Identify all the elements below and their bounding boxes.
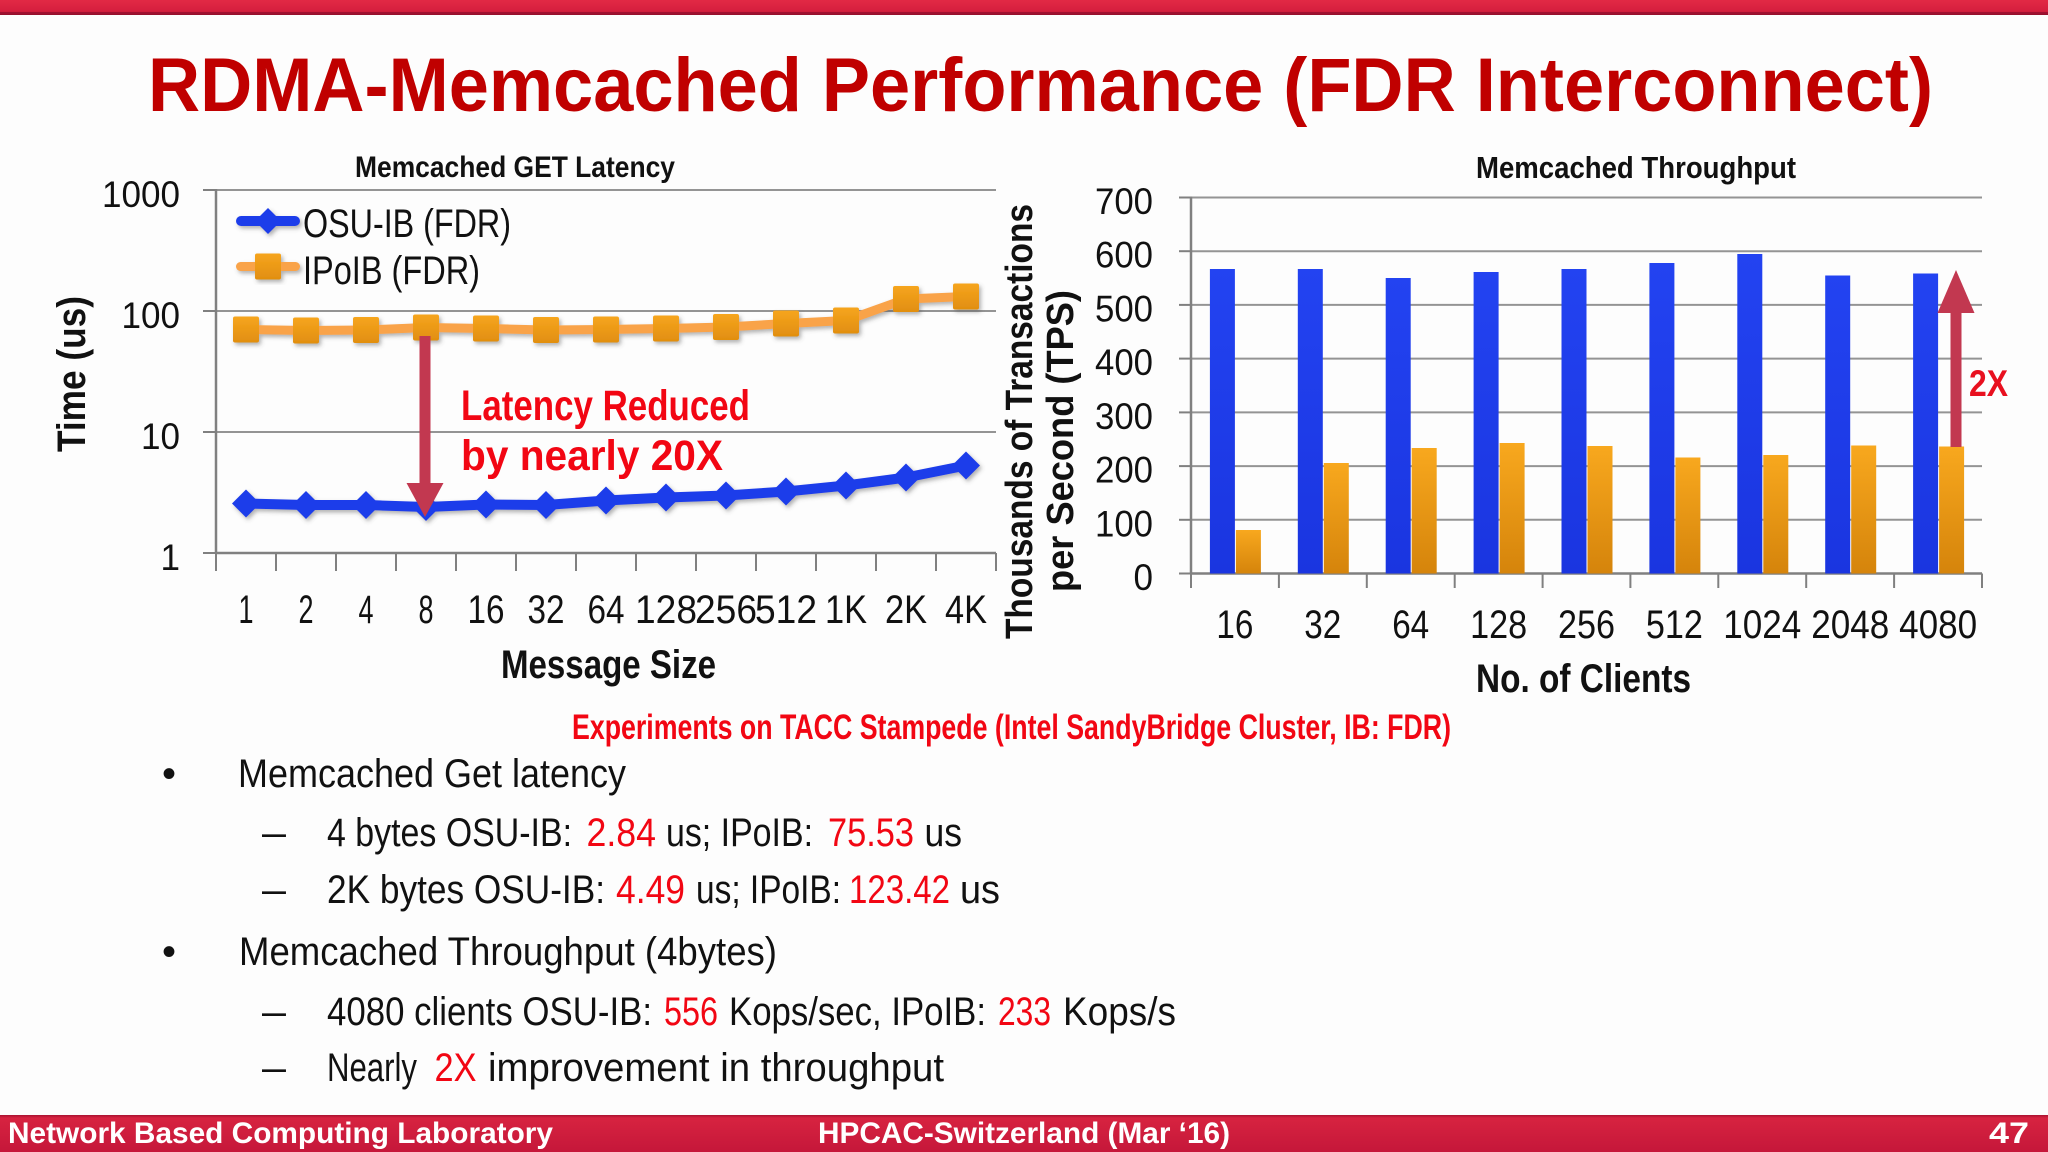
svg-text:512: 512 (755, 588, 817, 632)
svg-text:Experiments on TACC Stampede (: Experiments on TACC Stampede (Intel Sand… (572, 708, 1451, 747)
svg-text:Memcached Throughput (4bytes): Memcached Throughput (4bytes) (239, 930, 777, 974)
svg-text:us: us (960, 868, 1000, 912)
svg-text:400: 400 (1095, 342, 1153, 383)
svg-text:Kops/s: Kops/s (1063, 990, 1176, 1034)
svg-text:128: 128 (1470, 603, 1527, 647)
svg-text:Memcached GET Latency: Memcached GET Latency (355, 151, 675, 184)
svg-text:1: 1 (161, 537, 181, 578)
svg-text:Thousands of Transactions: Thousands of Transactions (999, 204, 1041, 639)
svg-text:2: 2 (299, 588, 314, 632)
svg-text:Time (us): Time (us) (50, 296, 94, 452)
svg-text:Nearly: Nearly (327, 1046, 417, 1090)
svg-text:No. of Clients: No. of Clients (1476, 657, 1691, 701)
svg-text:–: – (262, 868, 287, 912)
svg-text:4080: 4080 (1899, 603, 1977, 647)
svg-text:16: 16 (1216, 603, 1253, 647)
svg-text:–: – (262, 1046, 287, 1090)
svg-text:8: 8 (419, 588, 434, 632)
svg-text:us; IPoIB:: us; IPoIB: (666, 811, 813, 855)
svg-text:2048: 2048 (1811, 603, 1889, 647)
svg-text:by nearly 20X: by nearly 20X (461, 432, 723, 480)
svg-text:10: 10 (141, 416, 180, 457)
svg-text:Memcached Get latency: Memcached Get latency (238, 752, 626, 796)
svg-text:200: 200 (1095, 450, 1153, 491)
svg-text:–: – (262, 811, 287, 855)
svg-text:1K: 1K (825, 588, 867, 632)
svg-text:us; IPoIB:: us; IPoIB: (696, 868, 841, 912)
svg-text:100: 100 (122, 295, 181, 336)
svg-text:HPCAC-Switzerland (Mar ‘16): HPCAC-Switzerland (Mar ‘16) (818, 1117, 1230, 1150)
svg-text:Kops/sec, IPoIB:: Kops/sec, IPoIB: (729, 990, 986, 1034)
svg-text:128: 128 (635, 588, 697, 632)
svg-text:16: 16 (468, 588, 505, 632)
svg-text:123.42: 123.42 (849, 868, 950, 912)
svg-text:4 bytes OSU-IB:: 4 bytes OSU-IB: (327, 811, 572, 855)
svg-text:improvement in throughput: improvement in throughput (488, 1046, 944, 1090)
svg-text:700: 700 (1095, 181, 1153, 222)
svg-text:2K bytes OSU-IB:: 2K bytes OSU-IB: (327, 868, 605, 912)
svg-text:1000: 1000 (102, 174, 180, 215)
svg-text:64: 64 (588, 588, 625, 632)
svg-text:Message Size: Message Size (501, 643, 716, 687)
svg-text:per Second (TPS): per Second (TPS) (1040, 290, 1082, 592)
svg-text:Network Based Computing Labora: Network Based Computing Laboratory (8, 1117, 553, 1150)
svg-text:256: 256 (695, 588, 757, 632)
svg-text:–: – (262, 990, 287, 1034)
svg-text:•: • (162, 930, 176, 974)
svg-text:556: 556 (664, 990, 718, 1034)
svg-text:32: 32 (528, 588, 565, 632)
svg-text:600: 600 (1095, 235, 1153, 276)
svg-text:2X: 2X (435, 1046, 477, 1090)
svg-text:4080 clients OSU-IB:: 4080 clients OSU-IB: (327, 990, 652, 1034)
svg-text:2K: 2K (885, 588, 927, 632)
svg-text:2X: 2X (1969, 363, 2008, 404)
svg-text:0: 0 (1134, 557, 1154, 598)
svg-text:32: 32 (1304, 603, 1341, 647)
svg-text:233: 233 (998, 990, 1051, 1034)
svg-text:•: • (162, 752, 176, 796)
svg-text:47: 47 (1989, 1117, 2029, 1150)
svg-text:Memcached Throughput: Memcached Throughput (1476, 150, 1796, 185)
svg-text:IPoIB (FDR): IPoIB (FDR) (303, 249, 480, 293)
svg-text:75.53: 75.53 (828, 811, 914, 855)
svg-text:2.84: 2.84 (587, 811, 657, 855)
svg-text:64: 64 (1392, 603, 1429, 647)
svg-text:4K: 4K (945, 588, 987, 632)
svg-text:100: 100 (1095, 503, 1153, 544)
svg-text:256: 256 (1558, 603, 1615, 647)
svg-text:512: 512 (1646, 603, 1703, 647)
svg-text:500: 500 (1095, 288, 1153, 329)
svg-text:RDMA-Memcached Performance (FD: RDMA-Memcached Performance (FDR Intercon… (148, 43, 1933, 128)
svg-text:us: us (925, 811, 963, 855)
svg-text:4.49: 4.49 (616, 868, 685, 912)
svg-text:4: 4 (359, 588, 374, 632)
svg-text:300: 300 (1095, 396, 1153, 437)
svg-text:1: 1 (239, 588, 254, 632)
svg-text:Latency Reduced: Latency Reduced (461, 382, 750, 430)
svg-text:1024: 1024 (1723, 603, 1801, 647)
svg-text:OSU-IB (FDR): OSU-IB (FDR) (303, 202, 511, 246)
